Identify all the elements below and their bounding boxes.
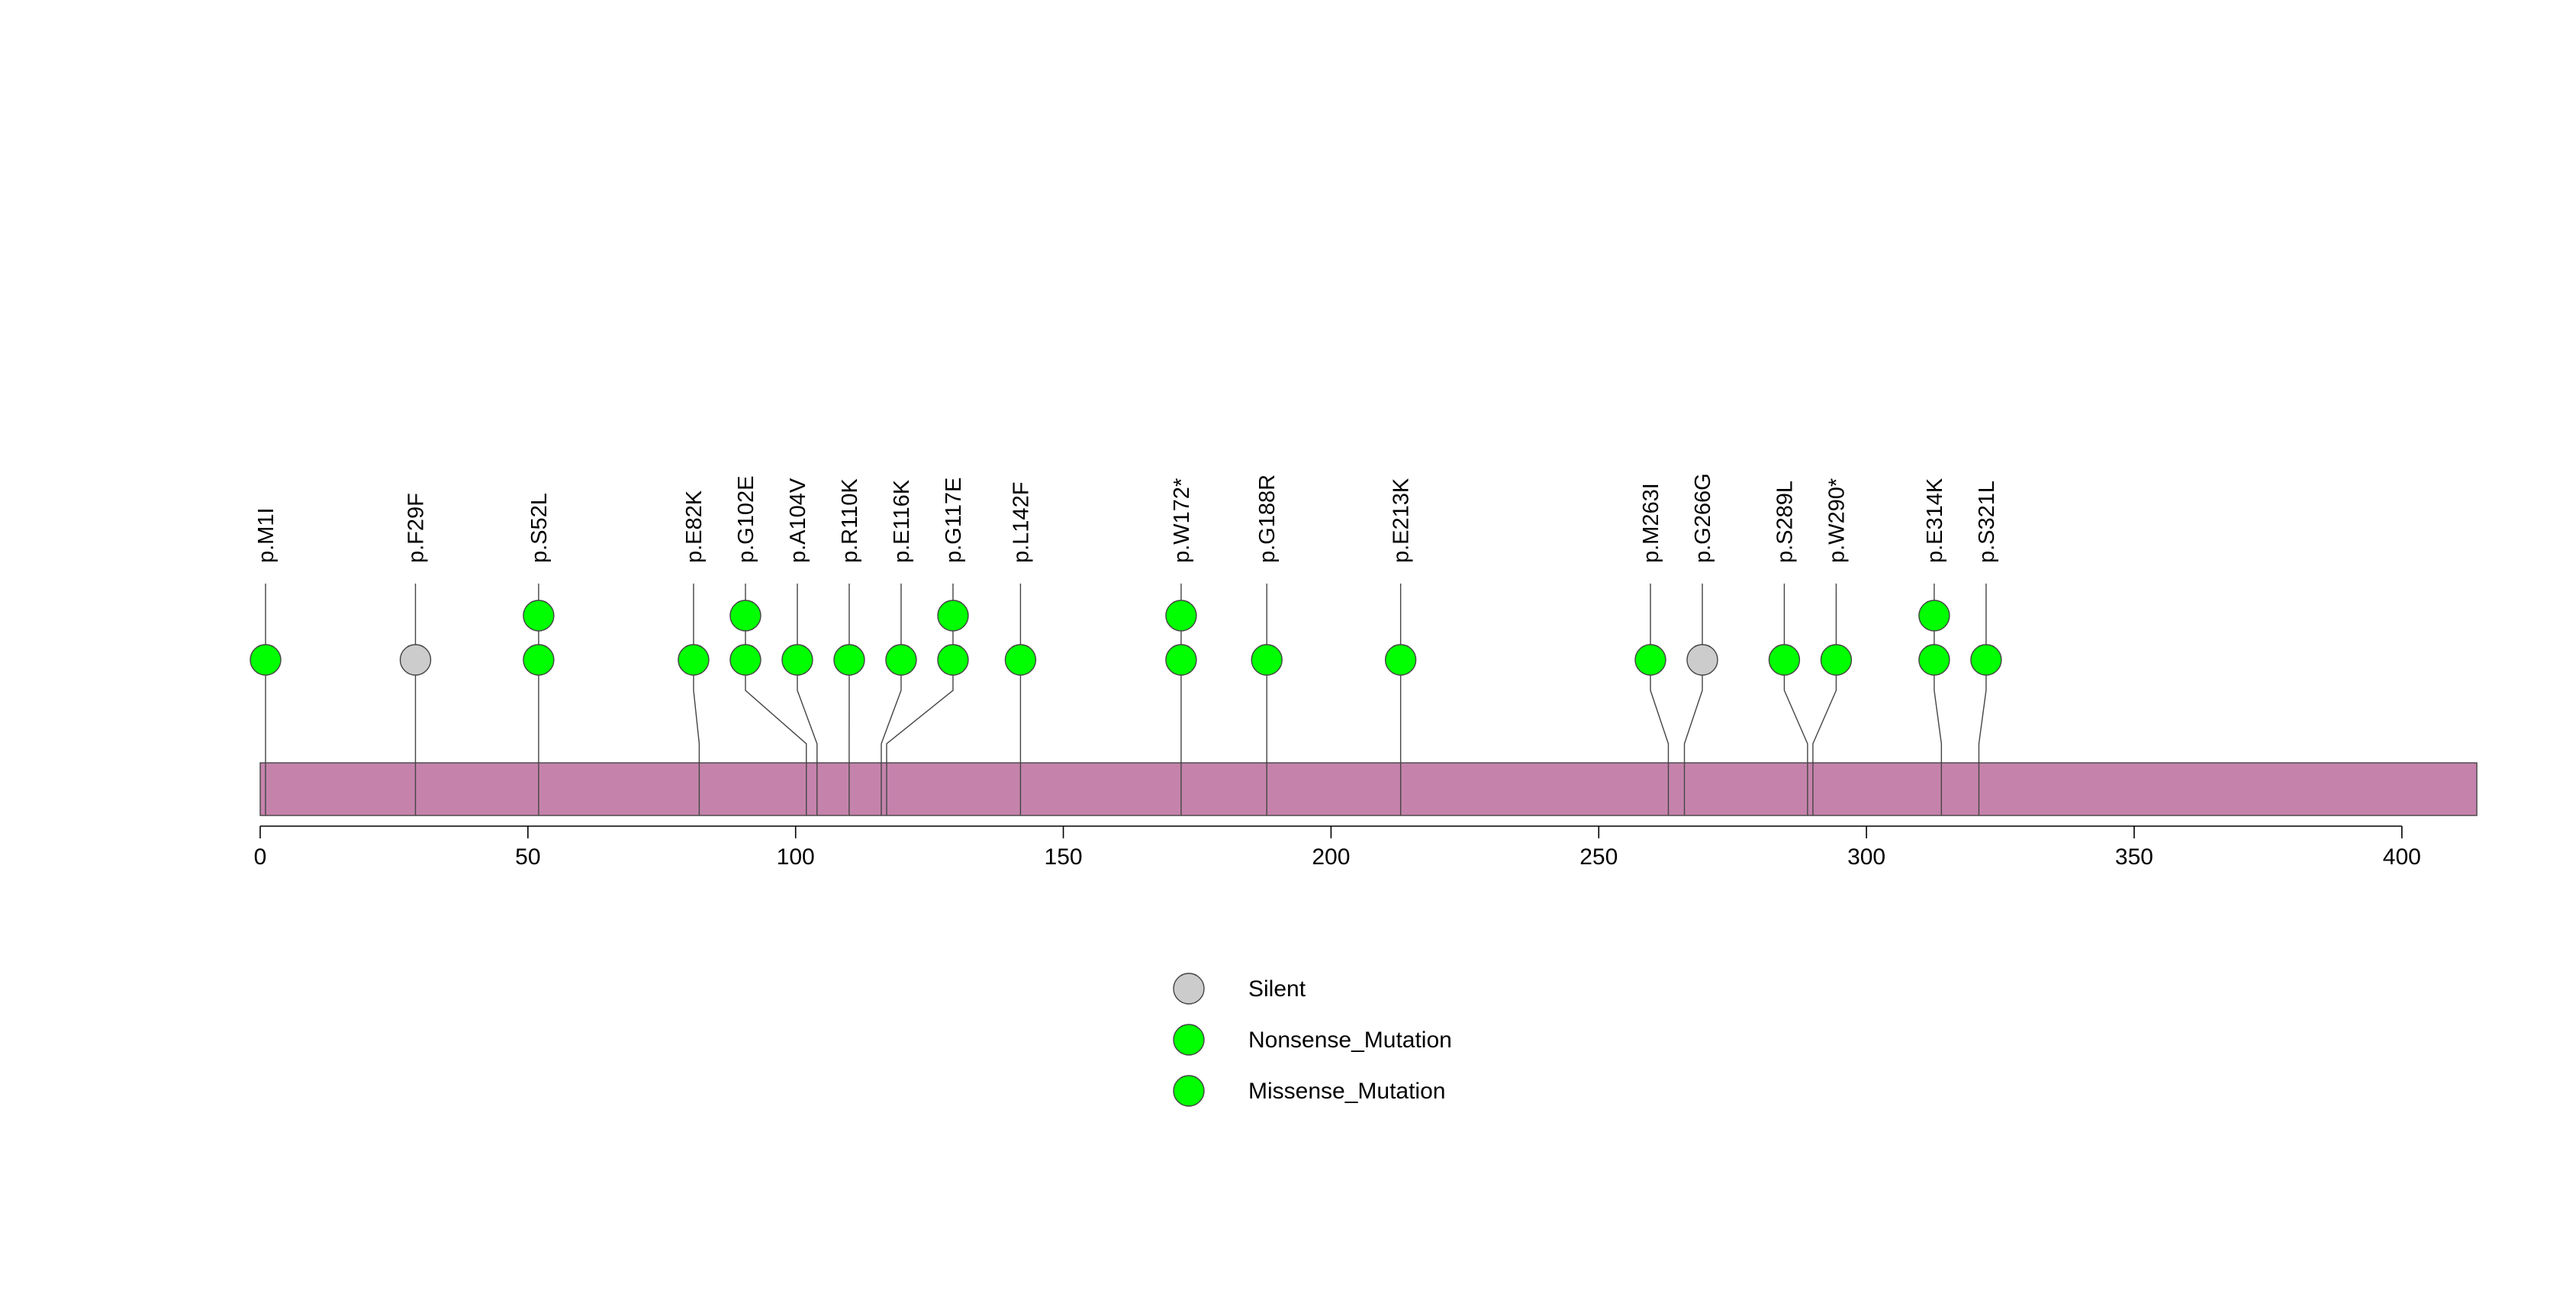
mutation-point xyxy=(1919,645,1950,675)
x-tick-label: 350 xyxy=(2115,844,2153,870)
mutation-label: p.M1I xyxy=(254,507,279,563)
mutation-point xyxy=(1687,645,1718,675)
legend: Silent Nonsense_Mutation Missense_Mutation xyxy=(1174,973,1452,1106)
legend-marker xyxy=(1174,1076,1204,1106)
mutation-label: p.S321L xyxy=(1975,481,1999,563)
x-tick-label: 0 xyxy=(254,844,267,870)
mutation-point xyxy=(400,645,430,675)
mutation-point xyxy=(1386,645,1416,675)
mutation-points xyxy=(250,600,2001,675)
mutation-point xyxy=(678,645,709,675)
mutation-point xyxy=(834,645,865,675)
mutation-point xyxy=(1166,600,1196,631)
mutation-point xyxy=(523,645,554,675)
mutation-point xyxy=(938,645,968,675)
mutation-point xyxy=(938,600,968,631)
x-axis: 0 50 100 150 200 250 300 350 400 xyxy=(254,826,2421,870)
mutation-label: p.L142F xyxy=(1009,482,1033,563)
mutation-point xyxy=(1251,645,1282,675)
mutation-point xyxy=(1971,645,2001,675)
mutation-point xyxy=(523,600,554,631)
mutation-label: p.S52L xyxy=(527,493,552,563)
mutation-point xyxy=(1821,645,1851,675)
mutation-point xyxy=(730,645,761,675)
legend-marker xyxy=(1174,973,1204,1004)
mutation-point xyxy=(250,645,281,675)
mutation-label: p.G188R xyxy=(1255,474,1280,563)
mutation-label: p.W290* xyxy=(1824,478,1849,563)
mutation-labels: p.M1I p.F29F p.S52L p.E82K p.G102E p.A104V p.R… xyxy=(254,473,1999,563)
mutation-label: p.E82K xyxy=(682,490,707,563)
x-tick-label: 150 xyxy=(1045,844,1083,870)
mutation-point xyxy=(1919,600,1950,631)
mutation-label: p.R110K xyxy=(838,478,862,563)
legend-marker xyxy=(1174,1024,1204,1055)
mutation-label: p.G102E xyxy=(734,476,758,563)
x-tick-label: 250 xyxy=(1579,844,1618,870)
mutation-label: p.G117E xyxy=(942,478,966,563)
mutation-label: p.F29F xyxy=(404,493,428,563)
mutation-label: p.G266G xyxy=(1691,473,1715,563)
mutation-point xyxy=(1005,645,1035,675)
mutation-label: p.A104V xyxy=(786,478,810,563)
x-tick-label: 50 xyxy=(515,844,540,870)
mutation-label: p.M263I xyxy=(1639,483,1663,563)
mutation-point xyxy=(1769,645,1799,675)
mutation-point xyxy=(782,645,813,675)
mutation-point xyxy=(1635,645,1666,675)
mutation-label: p.W172* xyxy=(1170,478,1194,563)
protein-bar-group xyxy=(260,763,2477,815)
mutation-label: p.S289L xyxy=(1773,481,1797,563)
mutation-label: p.E314K xyxy=(1923,478,1947,563)
x-tick-label: 200 xyxy=(1312,844,1350,870)
legend-label: Missense_Mutation xyxy=(1248,1079,1445,1104)
x-tick-label: 400 xyxy=(2383,844,2421,870)
legend-label: Nonsense_Mutation xyxy=(1248,1028,1452,1053)
mutation-point xyxy=(730,600,761,631)
legend-label: Silent xyxy=(1248,976,1306,1002)
x-tick-label: 300 xyxy=(1847,844,1885,870)
mutation-point xyxy=(886,645,916,675)
x-tick-label: 100 xyxy=(777,844,815,870)
mutation-point xyxy=(1166,645,1196,675)
mutation-label: p.E116K xyxy=(890,479,914,563)
protein-bar xyxy=(260,763,2477,815)
mutation-label: p.E213K xyxy=(1389,478,1414,563)
